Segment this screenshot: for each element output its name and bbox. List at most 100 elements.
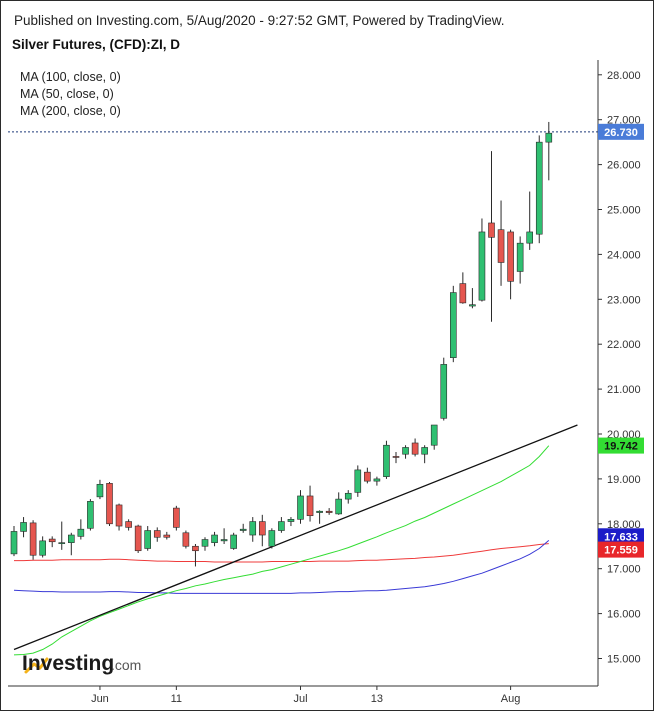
candle[interactable] — [106, 482, 113, 527]
candle[interactable] — [545, 121, 553, 181]
candle[interactable] — [373, 476, 381, 486]
candle-body — [497, 229, 505, 263]
candle[interactable] — [201, 537, 209, 551]
candle[interactable] — [39, 536, 46, 558]
candle[interactable] — [488, 151, 495, 322]
y-axis: 15.00016.00017.00018.00019.00020.00021.0… — [8, 60, 641, 687]
investing-logo: Investing .com — [22, 652, 141, 675]
candle[interactable] — [87, 499, 94, 531]
candle-body — [163, 534, 171, 538]
candle[interactable] — [239, 523, 247, 533]
candle-body — [211, 534, 218, 543]
candle-body — [192, 545, 199, 552]
price-tag-bg — [598, 541, 644, 558]
candle[interactable] — [211, 531, 218, 547]
price-tag-label: 26.730 — [604, 127, 638, 139]
candle-body — [545, 132, 553, 143]
candle[interactable] — [230, 532, 237, 550]
candle-body — [68, 534, 75, 543]
candle[interactable] — [421, 445, 428, 464]
candle[interactable] — [469, 288, 476, 309]
candle[interactable] — [497, 200, 505, 286]
candle[interactable] — [125, 519, 132, 531]
candle[interactable] — [220, 528, 228, 545]
candle-body — [201, 539, 209, 547]
candle[interactable] — [402, 445, 409, 459]
candle[interactable] — [134, 524, 142, 553]
candle[interactable] — [478, 218, 486, 302]
candle-body — [48, 538, 56, 543]
price-tag-label: 17.633 — [604, 531, 638, 543]
candle-body — [535, 141, 543, 235]
price-tags: 26.730 19.742 17.633 17.559 — [598, 123, 644, 558]
candle-body — [507, 231, 514, 282]
candle-body — [77, 528, 85, 537]
candle[interactable] — [10, 526, 18, 557]
candle[interactable] — [507, 229, 514, 300]
candle[interactable] — [153, 527, 161, 542]
candle-body — [153, 530, 161, 538]
candle[interactable] — [383, 440, 390, 479]
logo-mark-icon — [24, 657, 49, 674]
candle[interactable] — [430, 424, 438, 450]
candle-body — [344, 492, 352, 500]
candle[interactable] — [268, 528, 276, 549]
candle-body — [469, 304, 476, 307]
candle[interactable] — [335, 492, 343, 515]
candle-body — [230, 534, 237, 549]
y-tick-label: 18.000 — [607, 519, 641, 531]
y-tick-label: 24.000 — [607, 249, 641, 261]
candle-body — [354, 469, 362, 493]
candle[interactable] — [459, 272, 467, 304]
candle[interactable] — [516, 236, 524, 284]
candle[interactable] — [115, 503, 123, 531]
candle[interactable] — [449, 285, 457, 363]
candle[interactable] — [29, 520, 37, 560]
candle[interactable] — [258, 514, 266, 547]
candle[interactable] — [344, 490, 352, 504]
candle-body — [173, 507, 180, 528]
logo-suffix: .com — [111, 657, 141, 673]
candle-body — [421, 447, 428, 455]
candle[interactable] — [48, 536, 56, 548]
candle-body — [249, 521, 257, 536]
y-tick-label: 27.000 — [607, 115, 641, 127]
candle[interactable] — [364, 467, 371, 484]
candle[interactable] — [440, 357, 448, 421]
candle[interactable] — [325, 508, 333, 515]
candle[interactable] — [249, 517, 257, 542]
candle[interactable] — [68, 532, 75, 556]
candle[interactable] — [58, 521, 66, 550]
candle[interactable] — [182, 530, 190, 549]
candles[interactable] — [10, 121, 553, 567]
candle[interactable] — [392, 451, 400, 464]
candle[interactable] — [173, 505, 180, 531]
candle[interactable] — [306, 485, 314, 522]
candle[interactable] — [535, 135, 543, 244]
candle-body — [488, 222, 495, 238]
y-tick-label: 21.000 — [607, 384, 641, 396]
legend-ma-50: MA (50, close, 0) — [20, 87, 114, 101]
candle[interactable] — [144, 526, 151, 551]
candle[interactable] — [354, 465, 362, 497]
candle[interactable] — [411, 438, 419, 457]
candle[interactable] — [192, 544, 199, 567]
candle[interactable] — [316, 510, 323, 524]
candle[interactable] — [20, 517, 27, 538]
y-tick-label: 19.000 — [607, 474, 641, 486]
candle[interactable] — [526, 191, 534, 250]
published-line: Published on Investing.com, 5/Aug/2020 -… — [14, 13, 505, 28]
candle[interactable] — [96, 479, 104, 500]
candle-body — [239, 528, 247, 531]
candle-body — [134, 525, 142, 552]
price-tag-bg — [598, 437, 644, 454]
candle[interactable] — [287, 517, 295, 527]
price-tag-label: 19.742 — [604, 441, 638, 453]
candle[interactable] — [77, 519, 85, 540]
candle[interactable] — [163, 531, 171, 540]
candle[interactable] — [278, 517, 285, 533]
x-tick-label: Jul — [293, 693, 307, 705]
candle-body — [306, 495, 314, 517]
candle[interactable] — [297, 490, 304, 524]
